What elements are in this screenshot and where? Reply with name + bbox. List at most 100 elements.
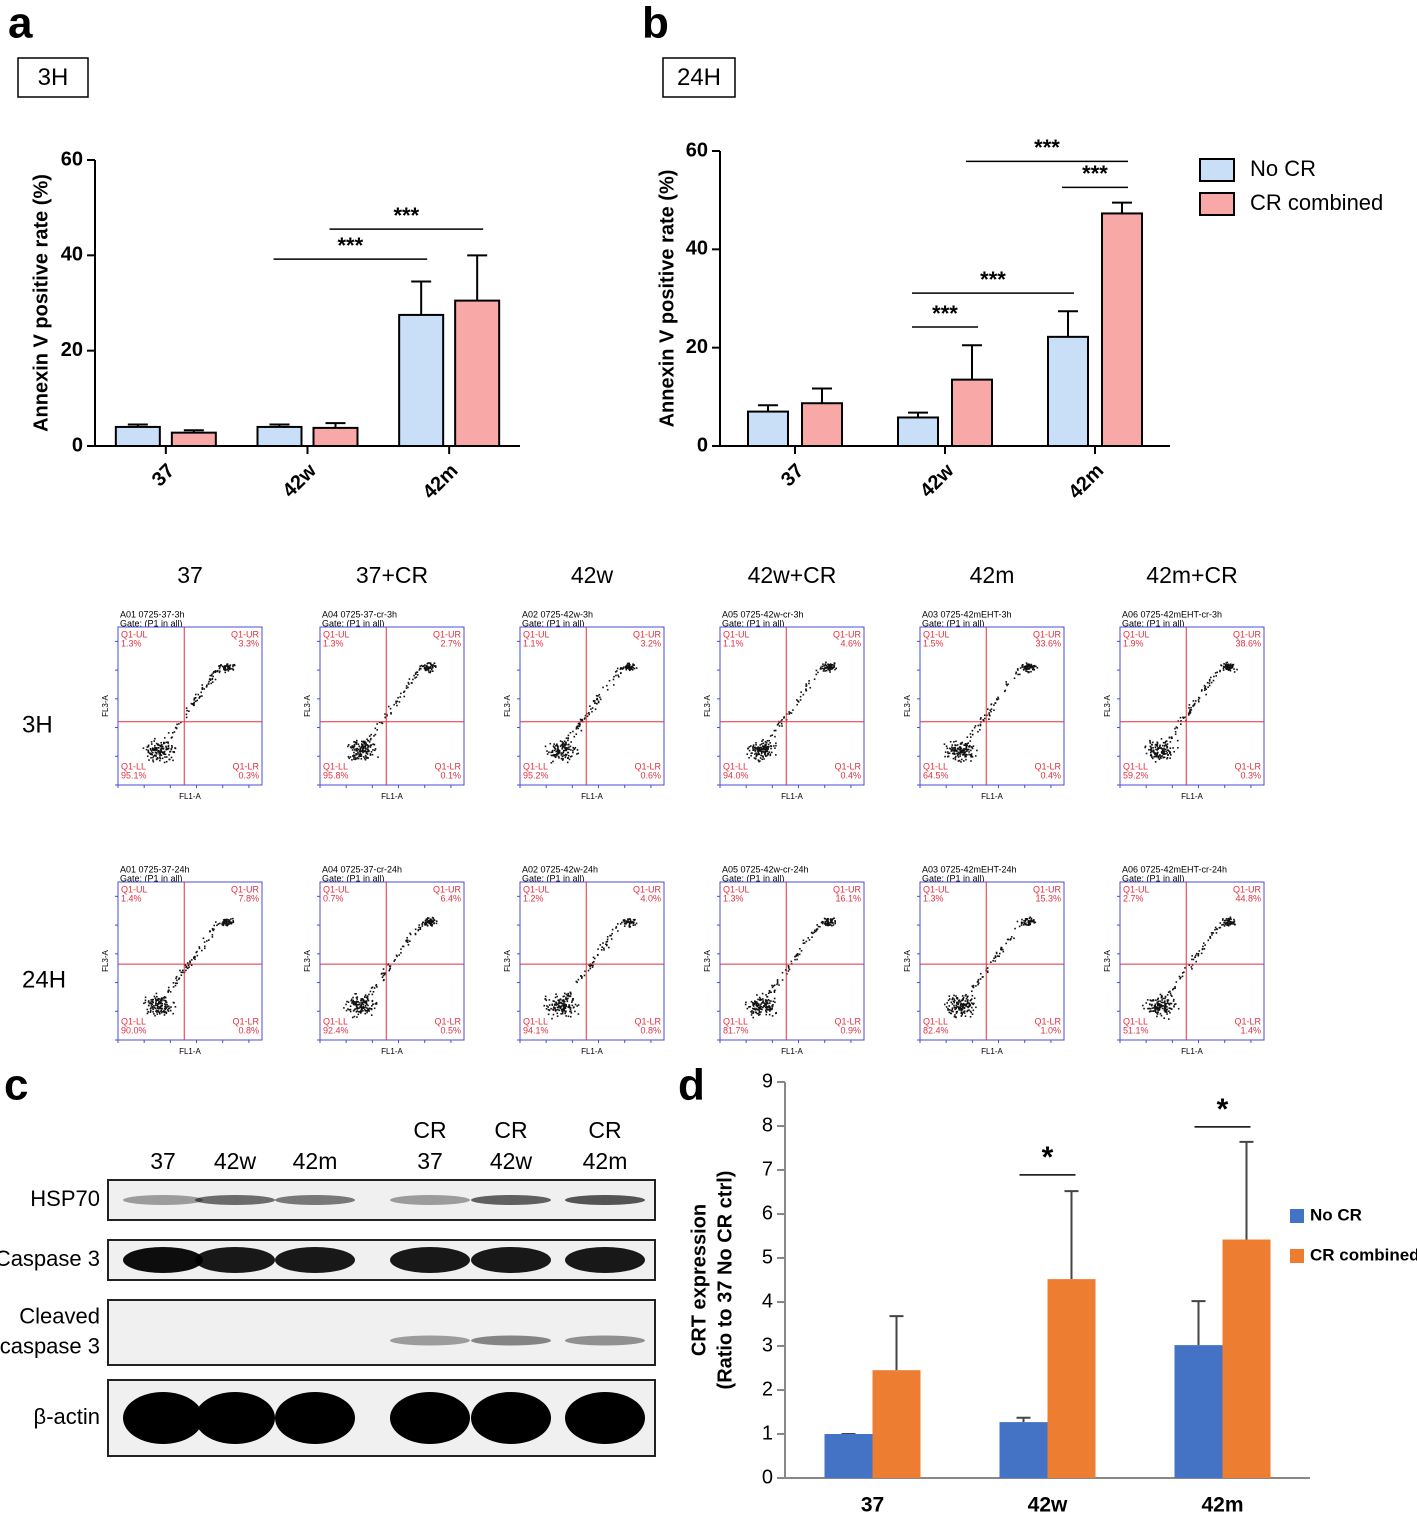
event-dot: [567, 994, 570, 997]
event-dot: [790, 960, 793, 963]
event-dot: [178, 723, 180, 725]
event-dot: [969, 736, 972, 738]
quadrant-value: 0.7%: [323, 893, 344, 903]
event-dot: [944, 755, 946, 758]
event-dot: [1027, 663, 1030, 666]
event-dot: [771, 1007, 773, 1010]
event-dot: [1223, 663, 1225, 665]
event-dot: [355, 1007, 358, 1010]
event-dot: [1000, 948, 1003, 951]
event-dot: [156, 1011, 158, 1013]
event-dot: [174, 982, 177, 984]
event-dot: [1161, 999, 1163, 1001]
event-dot: [206, 940, 208, 942]
event-dot: [151, 1006, 154, 1008]
event-dot: [407, 939, 409, 942]
event-dot: [167, 732, 170, 734]
event-dot: [363, 742, 365, 744]
event-dot: [968, 1005, 971, 1008]
event-dot: [968, 753, 970, 756]
event-dot: [606, 688, 609, 691]
event-dot: [1030, 917, 1033, 920]
event-dot: [193, 956, 195, 959]
event-dot: [1225, 662, 1228, 664]
event-dot: [1203, 684, 1206, 687]
event-dot: [359, 752, 361, 754]
event-dot: [828, 669, 831, 672]
event-dot: [226, 668, 228, 671]
event-dot: [825, 669, 828, 672]
event-dot: [825, 667, 828, 669]
event-dot: [227, 921, 229, 923]
error-bar: [1191, 1300, 1206, 1346]
event-dot: [753, 1007, 756, 1010]
event-dot: [167, 747, 170, 750]
event-dot: [197, 693, 200, 696]
event-dot: [955, 744, 957, 747]
event-dot: [227, 666, 230, 669]
event-dot: [575, 727, 578, 730]
event-dot: [563, 1006, 566, 1009]
event-dot: [831, 664, 833, 666]
event-dot: [556, 1015, 559, 1017]
y-tick-label: 7: [762, 1158, 773, 1180]
event-dot: [773, 990, 776, 992]
error-bar: [467, 254, 488, 301]
event-dot: [1027, 665, 1029, 667]
event-dot: [1190, 706, 1192, 709]
event-dot: [563, 999, 565, 1002]
event-dot: [428, 662, 431, 664]
event-dot: [961, 1013, 963, 1016]
event-dot: [1169, 757, 1171, 759]
event-dot: [751, 752, 753, 754]
event-dot: [1153, 751, 1155, 753]
event-dot: [1158, 1003, 1161, 1005]
event-dot: [561, 1004, 563, 1007]
event-dot: [1025, 919, 1027, 921]
event-dot: [974, 755, 977, 757]
significance-label: ***: [337, 233, 363, 258]
event-dot: [561, 747, 563, 750]
event-dot: [1159, 744, 1161, 747]
event-dot: [968, 1009, 970, 1011]
event-dot: [1155, 754, 1158, 756]
panel-letter: d: [678, 1061, 705, 1110]
lane-label: 37: [417, 1148, 443, 1174]
event-dot: [1225, 919, 1227, 922]
event-dot: [802, 693, 805, 696]
event-dot: [1169, 741, 1172, 743]
panel-letter: c: [4, 1061, 28, 1110]
event-dot: [957, 1007, 960, 1009]
event-dot: [584, 717, 586, 719]
event-dot: [174, 747, 177, 750]
event-dot: [562, 1005, 565, 1007]
event-dot: [1228, 920, 1231, 922]
event-dots: [543, 918, 638, 1020]
event-dot: [833, 662, 836, 665]
event-dot: [1149, 751, 1152, 754]
event-dot: [366, 1011, 368, 1014]
event-dot: [374, 733, 377, 736]
event-dot: [808, 682, 810, 685]
event-dot: [630, 922, 633, 924]
event-dot: [1156, 755, 1158, 758]
event-dot: [211, 927, 214, 930]
event-dot: [1156, 743, 1159, 746]
event-dot: [1230, 664, 1232, 667]
bar: [170, 431, 217, 447]
event-dot: [556, 1003, 559, 1006]
event-dot: [200, 691, 203, 694]
event-dot: [1163, 756, 1166, 759]
event-dot: [364, 1000, 366, 1002]
event-dot: [431, 666, 434, 669]
event-dot: [362, 744, 364, 746]
event-dot: [374, 748, 377, 750]
quadrant-value: 38.6%: [1235, 638, 1261, 648]
x-tick-label: 42m: [419, 460, 463, 504]
event-dot: [389, 967, 392, 969]
event-dot: [965, 993, 967, 996]
event-dot: [153, 1004, 155, 1007]
event-dot: [619, 672, 622, 674]
legend-swatch: [1199, 192, 1235, 216]
event-dot: [347, 755, 350, 758]
